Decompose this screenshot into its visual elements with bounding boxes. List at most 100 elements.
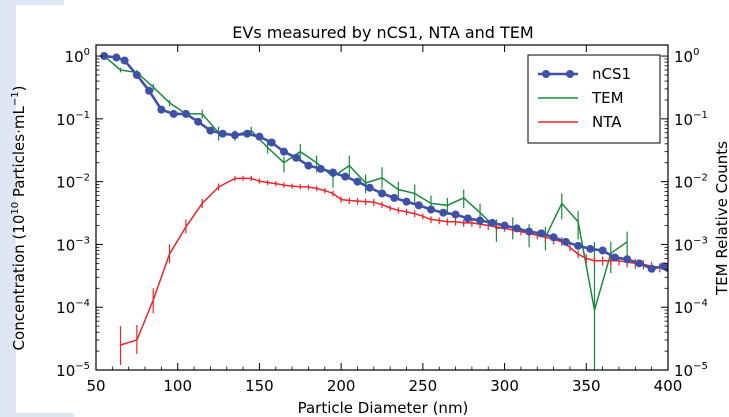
series-ncs1-point	[100, 52, 109, 61]
series-ncs1-point	[537, 229, 546, 238]
series-ncs1-point	[598, 246, 607, 255]
series-ncs1	[100, 52, 668, 273]
y-tick-label-right: 10−3	[674, 235, 708, 254]
legend-marker-ncs1	[566, 70, 574, 78]
x-tick-label: 400	[654, 377, 683, 395]
series-ncs1-point	[120, 56, 129, 65]
x-axis: 50 100 150 200 250 300 350 400	[86, 45, 682, 395]
series-ncs1-point	[316, 164, 325, 173]
y-tick-label-left: 10−2	[56, 173, 90, 192]
series-ncs1-point	[181, 109, 190, 118]
series-ncs1-point	[279, 147, 288, 156]
y-tick-label-base: 10	[674, 174, 693, 192]
series-ncs1-point	[623, 255, 632, 264]
legend-label-ncs1: nCS1	[592, 65, 631, 83]
series-ncs1-point	[112, 53, 121, 62]
y-axis-left-label-middle: Particles·mL	[10, 106, 28, 202]
series-ncs1-point	[218, 129, 227, 138]
y-tick-label-base: 10	[56, 299, 75, 317]
x-tick-label: 350	[572, 377, 601, 395]
series-ncs1-point	[549, 233, 558, 242]
series-ncs1-point	[451, 210, 460, 219]
y-axis-left-label-prefix: Concentration (10	[10, 215, 28, 351]
series-ncs1-point	[664, 264, 668, 273]
y-tick-label-exp: −3	[693, 235, 708, 246]
y-tick-label-exp: −5	[75, 361, 90, 372]
y-tick-label-exp: −4	[693, 298, 708, 309]
y-tick-label-base: 10	[674, 48, 693, 66]
y-tick-label-exp: 0	[84, 47, 90, 58]
y-tick-label-exp: −5	[693, 361, 708, 372]
series-ncs1-point	[647, 264, 656, 273]
y-axis-left-label-exp2: −1	[10, 91, 21, 106]
y-tick-label-exp: −4	[75, 298, 90, 309]
series-ncs1-point	[243, 129, 252, 138]
y-tick-label-exp: −1	[693, 110, 708, 121]
y-tick-label-base: 10	[674, 362, 693, 380]
legend-marker-ncs1	[542, 70, 550, 78]
y-tick-label-exp: −3	[75, 235, 90, 246]
series-ncs1-point	[341, 172, 350, 181]
series-ncs1-point	[132, 70, 141, 79]
series-ncs1-point	[365, 183, 374, 192]
y-tick-label-base: 10	[56, 111, 75, 129]
series-ncs1-point	[574, 241, 583, 250]
y-tick-label-base: 10	[65, 48, 84, 66]
series-ncs1-point	[427, 205, 436, 214]
legend-box	[527, 54, 661, 144]
y-tick-label-left: 10−5	[56, 361, 90, 380]
y-tick-label-exp: −2	[75, 173, 90, 184]
series-ncs1-point	[463, 214, 472, 223]
y-axis-left-label: Concentration (1010 Particles·mL−1)	[10, 86, 28, 351]
y-tick-label-right: 100	[674, 47, 699, 66]
y-tick-label-exp: −2	[693, 173, 708, 184]
series-ncs1-point	[230, 131, 239, 140]
series-ncs1-point	[328, 168, 337, 177]
series-ncs1-point	[525, 227, 534, 236]
series-ncs1-point	[402, 197, 411, 206]
series-ncs1-point	[488, 218, 497, 227]
y-tick-label-right: 10−4	[674, 298, 708, 317]
y-tick-label-exp: −1	[75, 110, 90, 121]
series-ncs1-point	[267, 138, 276, 147]
plot-area	[95, 44, 669, 371]
series-ncs1-point	[169, 109, 178, 118]
series-ncs1-point	[586, 244, 595, 253]
legend-label-nta: NTA	[592, 113, 622, 131]
chart-title: EVs measured by nCS1, NTA and TEM	[232, 23, 533, 42]
y-tick-label-base: 10	[674, 236, 693, 254]
x-tick-label: 150	[245, 377, 274, 395]
y-tick-label-left: 10−4	[56, 298, 90, 317]
x-axis-label: Particle Diameter (nm)	[298, 399, 469, 417]
y-tick-label-base: 10	[674, 111, 693, 129]
series-ncs1-point	[610, 253, 619, 262]
legend-label-tem: TEM	[591, 89, 624, 107]
y-tick-label-right: 10−5	[674, 361, 708, 380]
series-layer	[100, 52, 668, 370]
series-ncs1-point	[390, 193, 399, 202]
series-ncs1-point	[206, 126, 215, 135]
series-ncs1-point	[635, 259, 644, 268]
x-tick-label: 200	[327, 377, 356, 395]
series-ncs1-point	[255, 132, 264, 141]
series-ncs1-point	[476, 216, 485, 225]
y-tick-label-left: 100	[65, 47, 90, 66]
series-ncs1-point	[512, 224, 521, 233]
series-ncs1-point	[292, 153, 301, 162]
y-tick-label-left: 10−1	[56, 110, 90, 129]
x-tick-label: 50	[86, 377, 105, 395]
y-tick-label-left: 10−3	[56, 235, 90, 254]
y-tick-label-right: 10−2	[674, 173, 708, 192]
legend: nCS1 TEM NTA	[527, 54, 661, 144]
y-axis-left-label-exp: 10	[10, 202, 21, 215]
y-tick-label-base: 10	[56, 236, 75, 254]
x-tick-label: 250	[409, 377, 438, 395]
y-tick-label-base: 10	[56, 174, 75, 192]
series-ncs1-point	[157, 105, 166, 114]
series-ncs1-point	[439, 208, 448, 217]
y-tick-label-base: 10	[56, 362, 75, 380]
x-tick-label: 300	[490, 377, 519, 395]
series-ncs1-point	[414, 201, 423, 210]
series-ncs1-point	[145, 86, 154, 95]
